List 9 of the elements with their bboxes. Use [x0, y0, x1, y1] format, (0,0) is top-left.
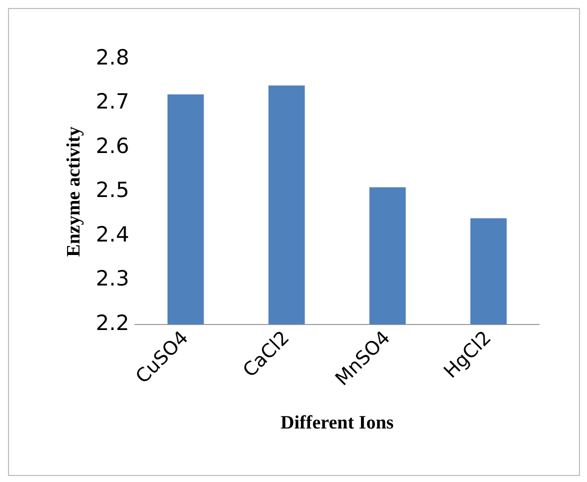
y-tick-label: 2.3: [96, 266, 130, 291]
y-tick-label: 2.8: [96, 45, 130, 70]
y-axis-title: Enzyme activity: [63, 126, 84, 257]
y-tick-label: 2.5: [96, 178, 130, 202]
y-tick-label: 2.6: [96, 134, 130, 158]
y-tick-label: 2.7: [96, 90, 130, 114]
y-tick-label: 2.2: [96, 310, 130, 335]
x-axis-title: Different Ions: [280, 412, 394, 434]
y-tick-label: 2.4: [96, 222, 130, 246]
